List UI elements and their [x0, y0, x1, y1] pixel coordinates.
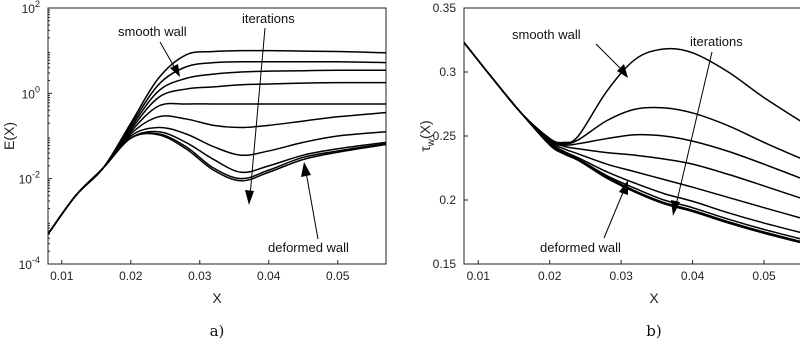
panel-a-caption: a): [210, 322, 225, 340]
panel-a-y-tick-exponent: -2: [32, 170, 40, 180]
panel-b-iterations-arrow-line: [675, 51, 713, 206]
panel-a-y-tick-base: 10: [19, 173, 33, 187]
panel-b-iterations-arrowhead: [671, 200, 680, 216]
panel-a-y-tick-label: 100: [22, 84, 40, 101]
panel-b-series-line-5: [464, 42, 800, 234]
panel-a-series-line-7: [48, 130, 386, 235]
panel-b-series-line-1: [464, 42, 800, 159]
panel-b-series-line-4: [464, 42, 800, 219]
panel-b-series-line-3: [464, 42, 800, 199]
panel-a-y-tick-label: 10-2: [19, 170, 40, 187]
panel-b-iterations-label: iterations: [690, 34, 743, 49]
panel-b-smooth-wall-arrow-line: [595, 43, 623, 71]
panel-a-iterations-arrow-line: [249, 27, 266, 197]
panel-a-series-line-0: [48, 49, 386, 235]
panel-b-x-tick-label: 0.01: [467, 269, 491, 283]
panel-b-series-line-0: [464, 42, 800, 144]
panel-b-series-group: [464, 42, 800, 244]
panel-b-y-tick-label: 0.15: [433, 257, 457, 271]
panel-b-y-label-sub: w: [426, 138, 437, 147]
panel-a-series-line-6: [48, 126, 386, 235]
panel-a-y-tick-exponent: -4: [32, 255, 40, 265]
panel-a-deformed-wall-label: deformed wall: [268, 240, 349, 255]
panel-a-deformed-wall-arrow-line: [305, 171, 319, 240]
panel-b-x-tick-label: 0.03: [609, 269, 633, 283]
panel-b-deformed-wall-label: deformed wall: [540, 240, 621, 255]
panel-a-x-axis-label: X: [212, 290, 222, 306]
panel-b-smooth-wall-arrowhead: [617, 64, 628, 78]
panel-b-y-axis-label: τw(X): [417, 120, 437, 151]
panel-b-smooth-wall-label: smooth wall: [512, 27, 581, 42]
panel-b-deformed-wall-arrow-line: [603, 189, 625, 239]
panel-a-y-tick-base: 10: [22, 2, 36, 16]
panel-a-y-tick-exponent: 2: [35, 0, 40, 9]
panel-b-x-tick-label: 0.04: [681, 269, 705, 283]
panel-a-plot-frame: [47, 7, 387, 265]
panel-a-y-tick-base: 10: [19, 258, 33, 272]
panel-a-x-tick-label: 0.03: [188, 269, 212, 283]
panel-b-x-tick-label: 0.05: [752, 269, 776, 283]
panel-b-x-ticks: 0.01 0.02 0.03 0.04 0.05: [467, 260, 776, 283]
panel-a-series-line-4: [48, 102, 386, 235]
panel-a-y-tick-exponent: 0: [35, 84, 40, 94]
panel-a-deformed-wall-arrowhead: [301, 162, 311, 177]
panel-a-y-tick-base: 10: [22, 87, 36, 101]
panel-b-y-label-tail: (X): [417, 120, 433, 139]
panel-a-smooth-wall-arrow-line: [159, 41, 177, 71]
panel-b-series-line-7: [464, 42, 800, 243]
panel-b-series-line-6: [464, 42, 800, 240]
panel-a-y-tick-label: 10-4: [19, 255, 40, 272]
panel-b-deformed-wall-arrowhead: [619, 180, 628, 195]
panel-a-y-axis-label: E(X): [1, 122, 17, 150]
panel-b-series-line-8: [464, 42, 800, 244]
panel-b-y-tick-label: 0.25: [433, 129, 457, 143]
panel-a-y-tick-label: 102: [22, 0, 40, 16]
panel-b-x-tick-label: 0.02: [538, 269, 562, 283]
panel-a-x-tick-label: 0.04: [257, 269, 281, 283]
panel-b-y-label-main: τ: [417, 146, 433, 152]
panel-a-smooth-wall-arrowhead: [170, 64, 180, 77]
panel-b-series-line-2: [464, 42, 800, 179]
panel-a-iterations-label: iterations: [242, 11, 295, 26]
panel-b-y-tick-label: 0.3: [439, 65, 456, 79]
panel-b-x-axis-label: X: [649, 290, 659, 306]
panel-a-x-tick-label: 0.01: [50, 269, 74, 283]
panel-a-x-tick-label: 0.02: [119, 269, 143, 283]
panel-b-y-tick-label: 0.2: [439, 193, 456, 207]
panel-a-iterations-arrowhead: [245, 190, 254, 205]
panel-a-series-group: [48, 49, 386, 235]
panel-b-wall-shear-chart: 0.01 0.02 0.03 0.04 0.05 0.350.30.250.20.15 …: [417, 1, 800, 340]
panel-a-smooth-wall-label: smooth wall: [118, 24, 187, 39]
panel-a-series-line-3: [48, 81, 386, 235]
panel-b-y-ticks: 0.35 0.3 0.25 0.2 0.15: [433, 1, 468, 271]
panel-a-x-tick-label: 0.05: [326, 269, 350, 283]
panel-a-series-line-9: [48, 132, 386, 235]
panel-b-y-tick-label: 0.35: [433, 1, 457, 15]
panel-a-x-ticks: 0.01 0.02 0.03 0.04 0.05: [50, 260, 350, 283]
panel-b-caption: b): [646, 322, 661, 340]
